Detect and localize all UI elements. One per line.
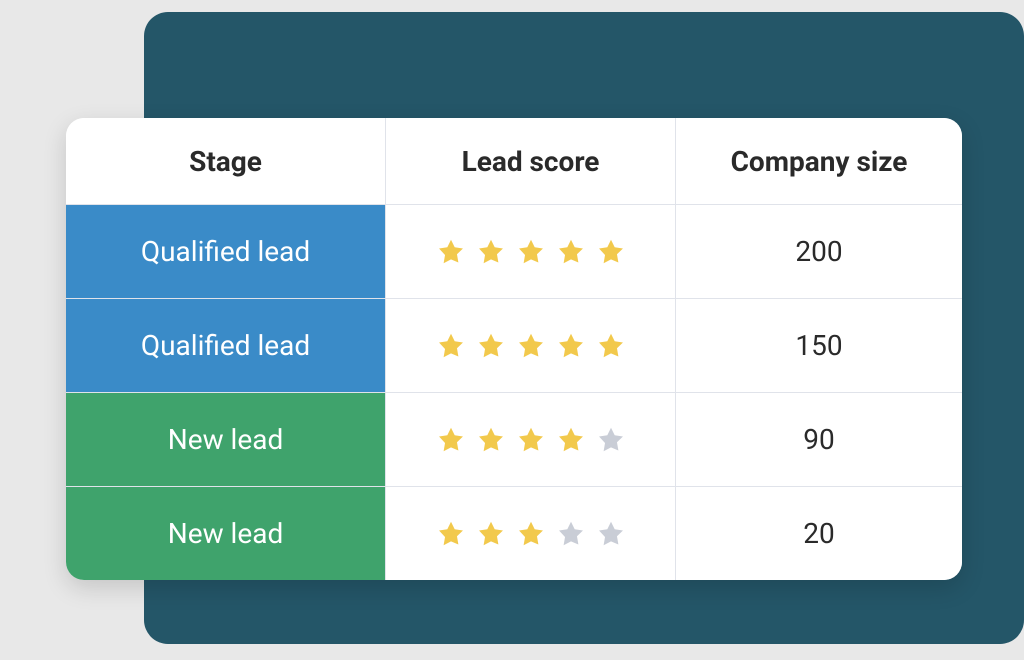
column-header-company-size: Company size bbox=[676, 118, 962, 204]
lead-score-cell bbox=[386, 392, 676, 486]
star-filled-icon bbox=[476, 425, 506, 455]
stage-cell: Qualified lead bbox=[66, 204, 386, 298]
star-filled-icon bbox=[436, 519, 466, 549]
star-rating bbox=[436, 237, 626, 267]
company-size-cell: 90 bbox=[676, 392, 962, 486]
star-filled-icon bbox=[596, 237, 626, 267]
table-header-row: Stage Lead score Company size bbox=[66, 118, 962, 204]
table-row: Qualified lead 200 bbox=[66, 204, 962, 298]
star-filled-icon bbox=[476, 331, 506, 361]
table-row: New lead 20 bbox=[66, 486, 962, 580]
star-rating bbox=[436, 331, 626, 361]
star-filled-icon bbox=[516, 425, 546, 455]
star-filled-icon bbox=[516, 519, 546, 549]
lead-score-cell bbox=[386, 298, 676, 392]
stage-cell: Qualified lead bbox=[66, 298, 386, 392]
company-size-cell: 20 bbox=[676, 486, 962, 580]
star-rating bbox=[436, 425, 626, 455]
lead-score-cell bbox=[386, 204, 676, 298]
company-size-cell: 200 bbox=[676, 204, 962, 298]
star-filled-icon bbox=[556, 425, 586, 455]
star-empty-icon bbox=[596, 425, 626, 455]
table-row: Qualified lead 150 bbox=[66, 298, 962, 392]
star-filled-icon bbox=[556, 331, 586, 361]
stage-cell: New lead bbox=[66, 486, 386, 580]
lead-score-cell bbox=[386, 486, 676, 580]
star-filled-icon bbox=[436, 331, 466, 361]
star-filled-icon bbox=[516, 237, 546, 267]
star-rating bbox=[436, 519, 626, 549]
star-empty-icon bbox=[596, 519, 626, 549]
star-empty-icon bbox=[556, 519, 586, 549]
company-size-cell: 150 bbox=[676, 298, 962, 392]
column-header-stage: Stage bbox=[66, 118, 386, 204]
stage-cell: New lead bbox=[66, 392, 386, 486]
leads-table: Stage Lead score Company size Qualified … bbox=[66, 118, 962, 580]
star-filled-icon bbox=[436, 425, 466, 455]
star-filled-icon bbox=[436, 237, 466, 267]
star-filled-icon bbox=[516, 331, 546, 361]
star-filled-icon bbox=[476, 237, 506, 267]
star-filled-icon bbox=[476, 519, 506, 549]
star-filled-icon bbox=[556, 237, 586, 267]
table-row: New lead 90 bbox=[66, 392, 962, 486]
column-header-lead-score: Lead score bbox=[386, 118, 676, 204]
star-filled-icon bbox=[596, 331, 626, 361]
